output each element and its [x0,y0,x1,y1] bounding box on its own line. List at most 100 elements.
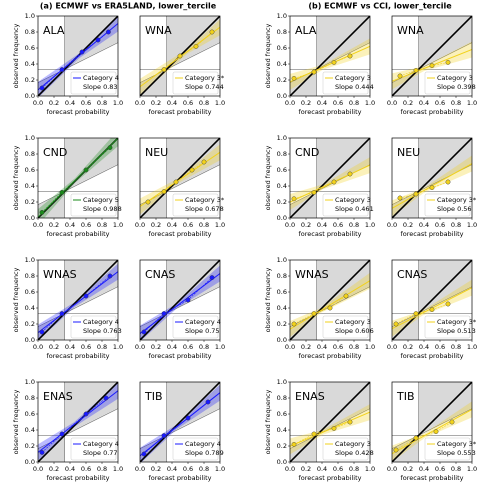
x-tick-label: 1.0 [365,221,375,229]
y-tick-label: 1.0 [277,256,287,264]
point [193,44,199,49]
y-axis-label: observed frequency [12,23,20,88]
x-tick-label: 0.8 [97,465,107,473]
x-tick-label: 0.4 [317,343,327,351]
y-tick-label: 0.0 [25,458,35,466]
y-tick-label: 0.4 [277,304,287,312]
x-tick-label: 0.6 [183,99,193,107]
y-tick-label: 0.4 [25,426,35,434]
x-tick-label: 0.0 [135,343,145,351]
diagonal [392,260,472,340]
x-tick-label: 0.6 [333,343,343,351]
y-tick-label: 1.0 [277,134,287,142]
x-tick-label: 0.6 [435,99,445,107]
reliability-line [395,303,449,325]
x-tick-label: 0.8 [97,99,107,107]
x-tick-label: 0.0 [285,343,295,351]
y-axis-label: observed frequency [264,23,272,88]
no-skill-line [38,164,118,205]
y-tick-label: 0.2 [277,320,287,328]
x-tick-label: 0.0 [285,221,295,229]
legend-category: Category 3* [437,440,477,448]
no-skill-line [38,286,118,327]
y-tick-label: 0.6 [25,166,35,174]
x-tick-label: 0.2 [49,99,59,107]
legend-slope: Slope 0.398 [437,83,476,91]
point [413,435,419,441]
legend-category: Category 4 [185,440,221,448]
point [429,185,435,191]
frame [139,259,221,341]
point [291,196,297,202]
y-tick-label: 0.2 [277,198,287,206]
x-tick-label: 0.2 [151,465,161,473]
frame [37,15,119,97]
legend-category: Category 4 [83,318,119,326]
region-label: NEU [145,146,168,159]
reliability-line [293,173,351,200]
point [161,433,167,438]
point [185,415,191,421]
region-label: ENAS [43,390,73,403]
y-tick-label: 0.0 [277,336,287,344]
y-axis-label: observed frequency [12,389,20,454]
legend-slope: Slope 0.553 [437,449,476,457]
point [445,301,451,307]
point [177,53,183,59]
legend-category: Category 5 [83,196,119,204]
x-tick-label: 0.4 [167,465,177,473]
legend-box [424,193,471,217]
x-tick-label: 1.0 [365,465,375,473]
y-axis-label: observed frequency [264,145,272,210]
x-tick-label: 0.6 [333,465,343,473]
region-label: WNA [397,24,424,37]
x-tick-label: 0.2 [301,99,311,107]
x-tick-label: 1.0 [215,465,225,473]
legend-category: Category 3 [335,440,371,448]
region-label: ALA [43,24,65,37]
point [141,451,147,457]
frame [139,381,221,463]
y-tick-label: 0.6 [277,166,287,174]
point [173,179,179,185]
x-tick-label: 0.8 [451,99,461,107]
x-tick-label: 0.4 [167,343,177,351]
y-tick-label: 0.4 [277,182,287,190]
x-axis-label: forecast probability [46,474,109,482]
point [291,321,297,327]
reliability-line [293,55,351,79]
y-tick-label: 0.4 [277,426,287,434]
region-label: WNAS [295,268,329,281]
x-tick-label: 0.6 [183,465,193,473]
reliability-line [143,277,213,333]
plot-area [38,260,118,340]
x-tick-label: 0.8 [199,343,209,351]
legend-category: Category 3* [185,196,225,204]
point [291,441,297,447]
x-tick-label: 0.0 [33,343,43,351]
frame [139,137,221,219]
legend-category: Category 4 [83,440,119,448]
x-tick-label: 0.0 [387,99,397,107]
y-tick-label: 0.4 [25,60,35,68]
region-label: CND [43,146,67,159]
point [39,85,45,91]
point [433,429,439,434]
legend-box [322,71,369,95]
x-tick-label: 0.2 [151,343,161,351]
legend-box [322,315,369,339]
group-title: (b) ECMWF vs CCI, lower_tercile [308,2,452,11]
y-tick-label: 1.0 [25,256,35,264]
x-tick-label: 1.0 [113,343,123,351]
x-tick-label: 1.0 [215,343,225,351]
frame [289,137,371,219]
legend-slope: Slope 0.763 [83,327,122,335]
x-tick-label: 0.8 [451,343,461,351]
legend-box [424,71,471,95]
frame [289,259,371,341]
